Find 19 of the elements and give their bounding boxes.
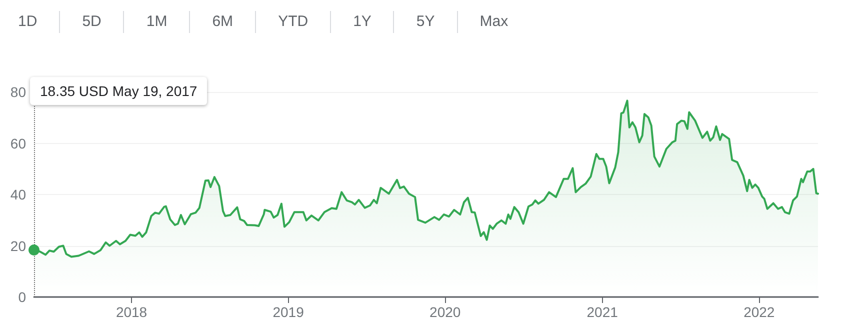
text: 5Y bbox=[394, 11, 458, 33]
y-tick-label: 40 bbox=[10, 186, 26, 202]
ref-line-label: 18.35 USD May 19, 2017 bbox=[30, 77, 208, 105]
y-tick-label: 60 bbox=[10, 135, 26, 152]
x-tick-label: 2021 bbox=[586, 304, 618, 320]
x-tick-label: 2022 bbox=[744, 304, 775, 320]
text: YTD bbox=[256, 11, 332, 33]
y-tick-label: 80 bbox=[10, 84, 26, 100]
text: 1Y bbox=[331, 11, 394, 33]
x-tick-label: 2019 bbox=[272, 304, 304, 320]
text: 6M bbox=[190, 11, 256, 33]
text: 5D bbox=[60, 11, 124, 33]
x-tick-label: 2020 bbox=[430, 304, 461, 320]
text: 1M bbox=[124, 11, 190, 33]
text: 1D bbox=[0, 11, 60, 33]
x-tick-label: 2018 bbox=[116, 304, 148, 320]
y-tick-label: 20 bbox=[10, 238, 26, 254]
text: Max bbox=[478, 12, 510, 32]
y-tick-label: 0 bbox=[18, 289, 26, 305]
